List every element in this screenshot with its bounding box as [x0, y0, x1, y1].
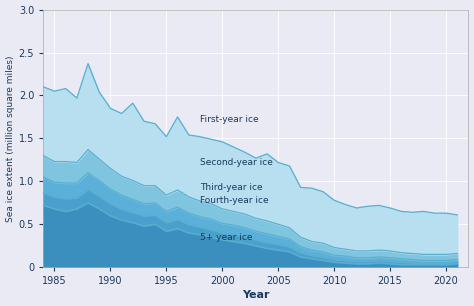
Y-axis label: Sea ice extent (million square miles): Sea ice extent (million square miles)	[6, 55, 15, 222]
X-axis label: Year: Year	[242, 290, 270, 300]
Text: Fourth-year ice: Fourth-year ice	[200, 196, 269, 205]
Text: Third-year ice: Third-year ice	[200, 183, 263, 192]
Text: 5+ year ice: 5+ year ice	[200, 233, 252, 242]
Text: First-year ice: First-year ice	[200, 115, 258, 124]
Text: Second-year ice: Second-year ice	[200, 158, 273, 167]
